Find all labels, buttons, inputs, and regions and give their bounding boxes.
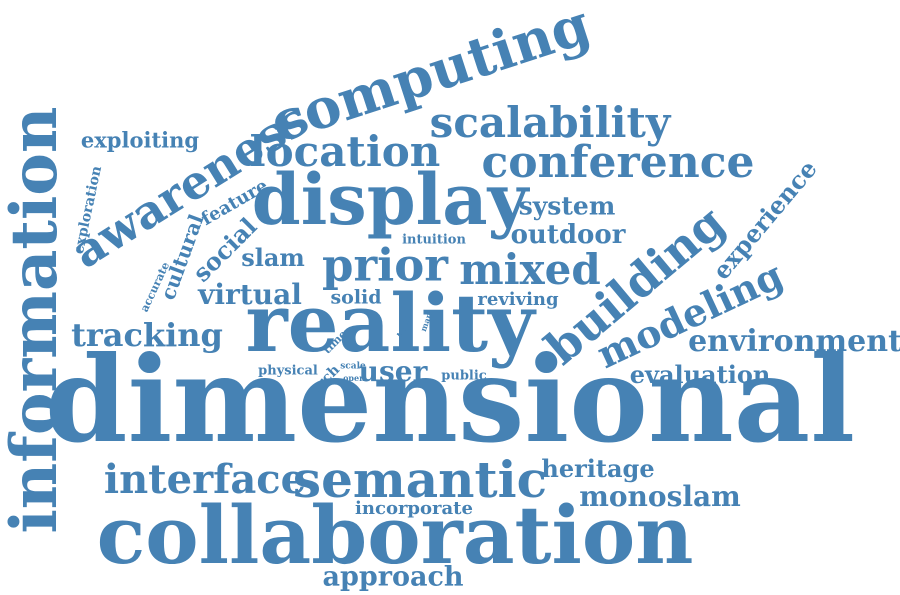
word-approach: approach xyxy=(322,561,464,593)
word-mixed: mixed xyxy=(459,245,601,294)
word-exploiting: exploiting xyxy=(80,127,200,153)
word-location: location xyxy=(249,127,441,176)
word-open: open xyxy=(343,373,365,383)
word-incorporate: incorporate xyxy=(355,498,473,519)
word-physical: physical xyxy=(258,363,318,379)
word-conference: conference xyxy=(481,137,755,188)
word-interface: interface xyxy=(103,456,307,503)
word-outdoor: outdoor xyxy=(510,220,626,250)
word-scale: scale xyxy=(340,361,366,372)
word-slam: slam xyxy=(241,243,305,272)
word-virtual: virtual xyxy=(198,278,302,311)
word-scalability: scalability xyxy=(429,98,671,147)
word-solid: solid xyxy=(330,286,382,309)
word-tracking: tracking xyxy=(71,316,223,354)
word-public: public xyxy=(441,368,487,384)
word-system: system xyxy=(518,191,616,221)
word-prior: prior xyxy=(322,238,448,292)
word-reality: reality xyxy=(245,276,535,370)
word-intuition: intuition xyxy=(402,232,466,248)
word-information: information xyxy=(0,106,72,534)
word-evaluation: evaluation xyxy=(629,360,771,389)
word-environment: environment xyxy=(688,324,900,359)
word-semantic: semantic xyxy=(292,450,548,509)
word-heritage: heritage xyxy=(541,454,655,483)
word-user: user xyxy=(358,355,428,388)
word-monoslam: monoslam xyxy=(579,480,741,513)
word-reviving: reviving xyxy=(477,289,559,310)
word-display: display xyxy=(251,158,529,241)
word-dimensional: dimensional xyxy=(44,330,856,469)
word-collaboration: collaboration xyxy=(96,488,694,582)
